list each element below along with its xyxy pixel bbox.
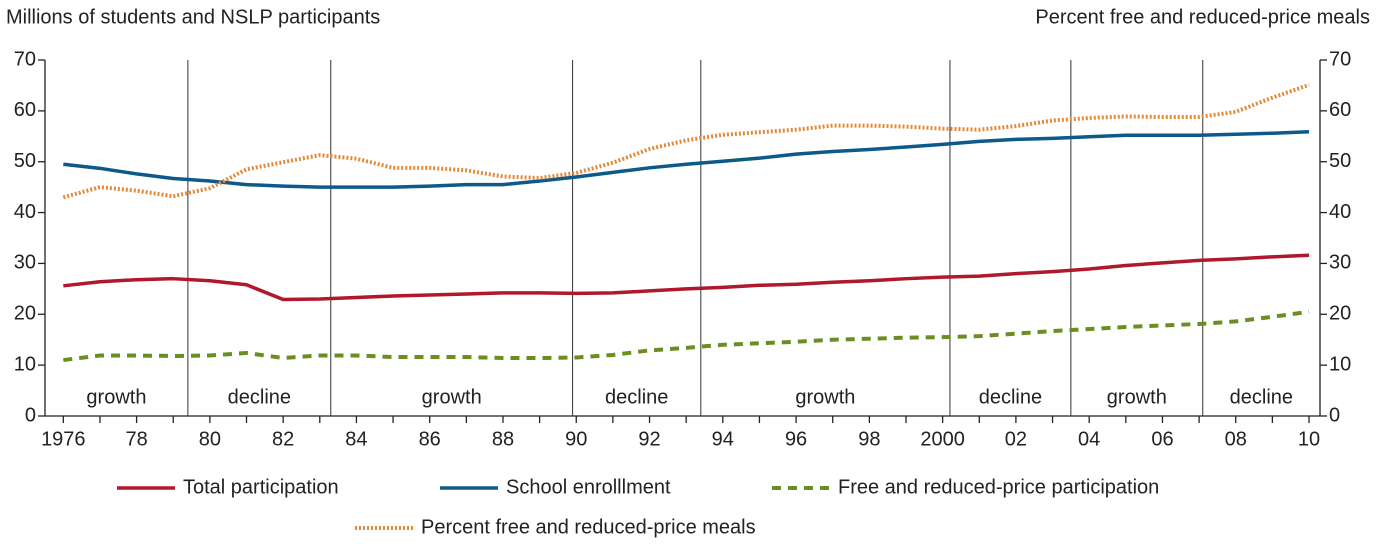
period-label: decline [979, 386, 1042, 408]
y-axis-title: Millions of students and NSLP participan… [6, 6, 380, 28]
y-tick-label: 10 [14, 353, 36, 375]
y2-tick-label: 20 [1329, 303, 1351, 325]
x-tick-label: 04 [1078, 428, 1100, 450]
x-tick-label: 82 [272, 428, 294, 450]
y-tick-label: 70 [14, 48, 36, 70]
legend-label: Total participation [183, 476, 339, 498]
x-tick-label: 2000 [920, 428, 965, 450]
y-tick-label: 20 [14, 303, 36, 325]
x-tick-label: 88 [492, 428, 514, 450]
series-line [63, 253, 1310, 302]
y-tick-label: 40 [14, 201, 36, 223]
period-label: decline [1230, 386, 1293, 408]
y2-tick-label: 30 [1329, 252, 1351, 274]
legend-label: Free and reduced-price participation [838, 476, 1159, 498]
period-label: growth [422, 386, 482, 408]
y2-tick-label: 10 [1329, 353, 1351, 375]
y-tick-label: 60 [14, 99, 36, 121]
y2-tick-label: 70 [1329, 48, 1351, 70]
y-tick-label: 30 [14, 252, 36, 274]
y2-tick-label: 60 [1329, 99, 1351, 121]
period-label: decline [605, 386, 668, 408]
x-tick-label: 1976 [41, 428, 86, 450]
period-label: growth [795, 386, 855, 408]
series-line [62, 83, 1310, 200]
x-tick-label: 94 [712, 428, 734, 450]
y2-tick-label: 50 [1329, 150, 1351, 172]
y2-axis-title: Percent free and reduced-price meals [1035, 6, 1370, 28]
y2-tick-label: 40 [1329, 201, 1351, 223]
x-tick-label: 92 [638, 428, 660, 450]
series-line [63, 309, 1310, 363]
x-tick-label: 80 [199, 428, 221, 450]
x-tick-label: 08 [1225, 428, 1247, 450]
x-tick-label: 84 [345, 428, 367, 450]
x-tick-label: 78 [125, 428, 147, 450]
x-tick-label: 96 [785, 428, 807, 450]
y-tick-label: 0 [25, 404, 36, 426]
series-line [63, 129, 1310, 189]
period-label: growth [1107, 386, 1167, 408]
period-label: decline [228, 386, 291, 408]
x-tick-label: 98 [858, 428, 880, 450]
y2-tick-label: 0 [1329, 404, 1340, 426]
x-tick-label: 02 [1005, 428, 1027, 450]
x-tick-label: 06 [1151, 428, 1173, 450]
y-tick-label: 50 [14, 150, 36, 172]
period-label: growth [86, 386, 146, 408]
x-tick-label: 90 [565, 428, 587, 450]
x-tick-label: 86 [419, 428, 441, 450]
legend-label: School enrolllment [506, 476, 671, 498]
x-tick-label: 10 [1298, 428, 1320, 450]
legend-label: Percent free and reduced-price meals [421, 516, 756, 538]
